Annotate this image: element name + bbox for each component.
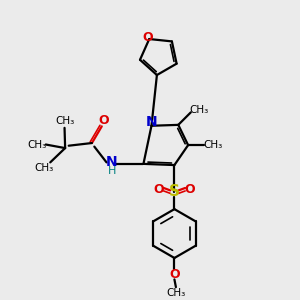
Text: CH₃: CH₃ — [190, 105, 209, 115]
Text: CH₃: CH₃ — [55, 116, 74, 126]
Text: H: H — [108, 166, 116, 176]
Text: O: O — [169, 268, 180, 281]
Text: CH₃: CH₃ — [27, 140, 46, 149]
Text: CH₃: CH₃ — [166, 288, 185, 298]
Text: N: N — [106, 155, 117, 170]
Text: O: O — [154, 183, 164, 196]
Text: S: S — [169, 184, 180, 200]
Text: O: O — [184, 183, 195, 196]
Text: N: N — [146, 115, 157, 129]
Text: O: O — [98, 115, 109, 128]
Text: CH₃: CH₃ — [203, 140, 223, 150]
Text: CH₃: CH₃ — [34, 163, 53, 173]
Text: O: O — [142, 31, 153, 44]
